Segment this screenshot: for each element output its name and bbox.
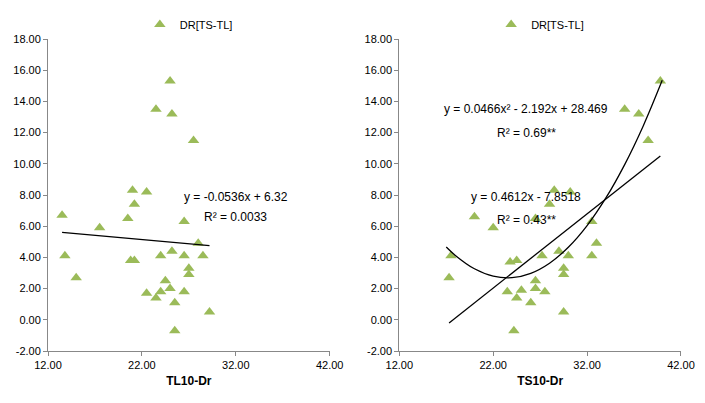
svg-text:14.00: 14.00 [365,95,393,107]
svg-text:32.00: 32.00 [573,359,601,371]
svg-text:8.00: 8.00 [19,189,40,201]
svg-text:TL10-Dr: TL10-Dr [166,374,212,388]
svg-text:6.00: 6.00 [19,220,40,232]
svg-text:12.00: 12.00 [365,126,393,138]
svg-text:0.00: 0.00 [19,314,40,326]
svg-text:-2.00: -2.00 [367,345,392,357]
svg-text:2.00: 2.00 [371,282,392,294]
svg-text:4.00: 4.00 [19,251,40,263]
svg-text:y = 0.4612x - 7.8518: y = 0.4612x - 7.8518 [471,190,581,204]
svg-text:22.00: 22.00 [479,359,507,371]
svg-text:6.00: 6.00 [371,220,392,232]
svg-text:TS10-Dr: TS10-Dr [517,374,563,388]
svg-text:y = 0.0466x² - 2.192x + 28.469: y = 0.0466x² - 2.192x + 28.469 [444,102,608,116]
svg-text:10.00: 10.00 [365,158,393,170]
svg-text:4.00: 4.00 [371,251,392,263]
svg-text:8.00: 8.00 [371,189,392,201]
svg-text:DR[TS-TL]: DR[TS-TL] [180,19,233,31]
svg-text:42.00: 42.00 [667,359,695,371]
svg-text:12.00: 12.00 [386,359,414,371]
svg-text:-2.00: -2.00 [16,345,41,357]
svg-text:14.00: 14.00 [13,95,41,107]
svg-text:R² = 0.69**: R² = 0.69** [497,126,556,140]
svg-text:16.00: 16.00 [365,64,393,76]
svg-text:12.00: 12.00 [34,359,62,371]
svg-text:y = -0.0536x + 6.32: y = -0.0536x + 6.32 [184,190,288,204]
svg-text:R² = 0.43**: R² = 0.43** [497,213,556,227]
svg-text:R² = 0.0033: R² = 0.0033 [204,210,267,224]
svg-text:DR[TS-TL]: DR[TS-TL] [531,19,584,31]
svg-text:10.00: 10.00 [13,158,41,170]
svg-text:22.00: 22.00 [128,359,156,371]
svg-text:2.00: 2.00 [19,282,40,294]
svg-text:16.00: 16.00 [13,64,41,76]
svg-text:0.00: 0.00 [371,314,392,326]
svg-text:18.00: 18.00 [365,33,393,45]
svg-text:42.00: 42.00 [316,359,344,371]
svg-text:12.00: 12.00 [13,126,41,138]
svg-text:32.00: 32.00 [222,359,250,371]
svg-text:18.00: 18.00 [13,33,41,45]
